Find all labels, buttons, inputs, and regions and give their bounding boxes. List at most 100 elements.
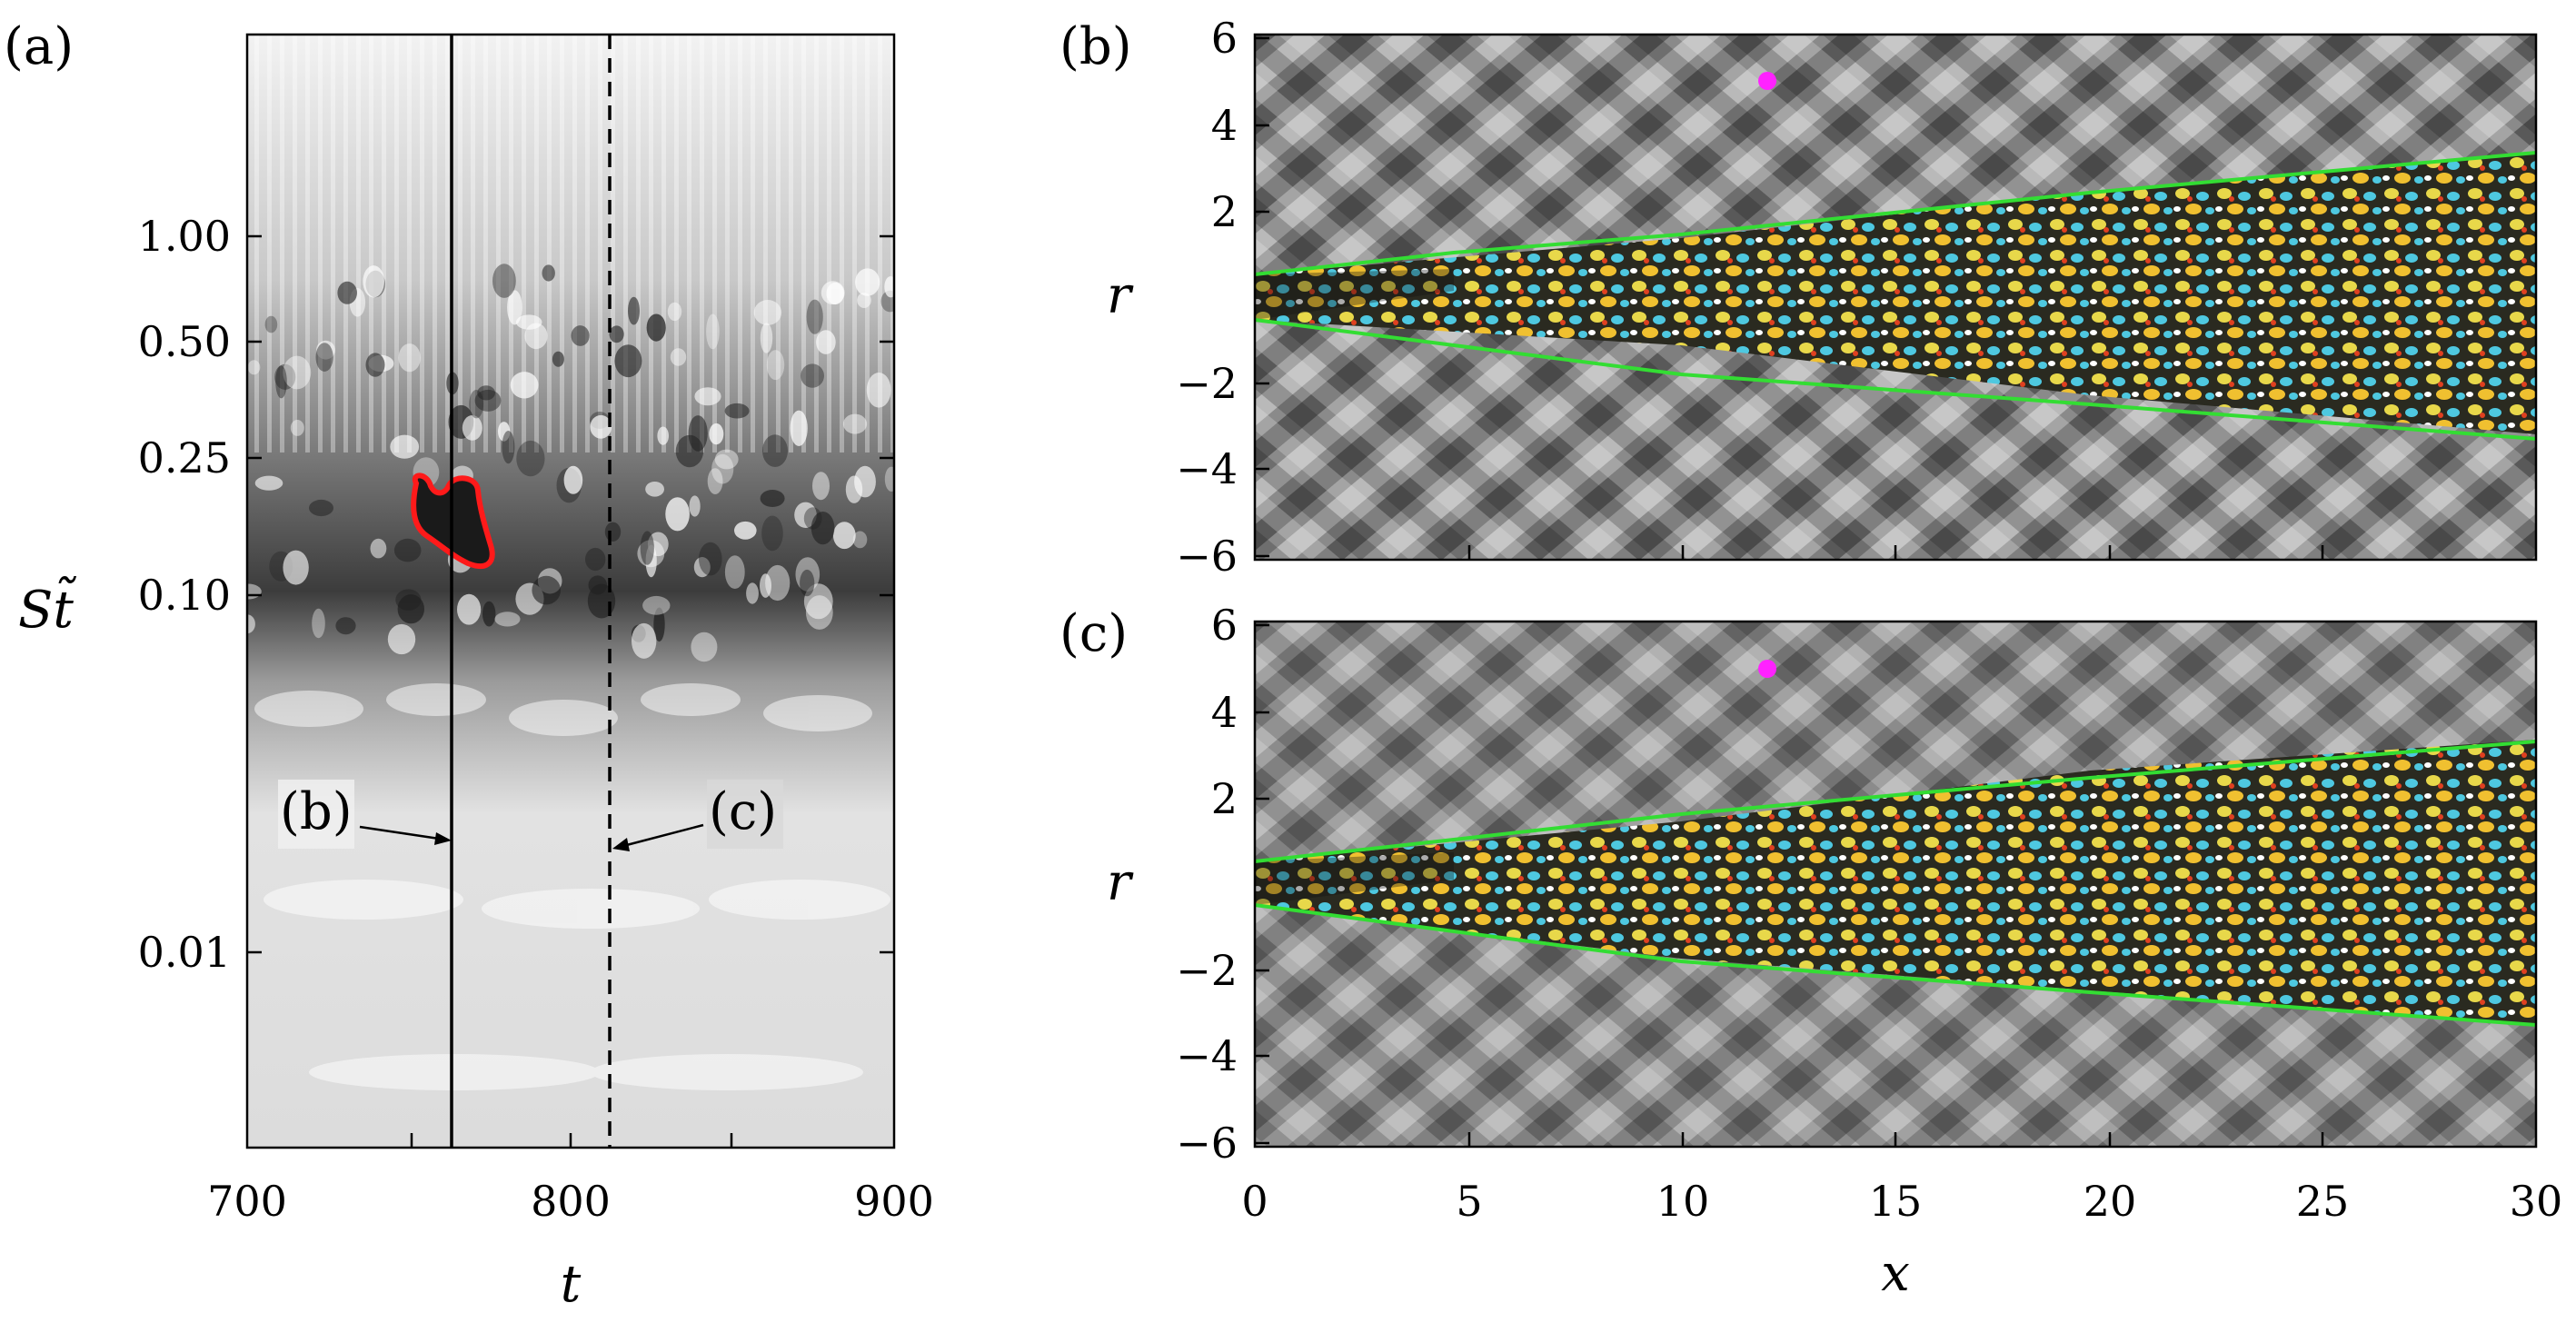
scalogram-spot xyxy=(642,595,671,615)
scalogram-spot xyxy=(653,607,665,642)
a-ytick-4: 0.10 xyxy=(138,571,231,620)
scalogram-spot xyxy=(510,372,539,399)
scalogram-spot xyxy=(393,538,422,562)
panel-c-field xyxy=(1255,622,2536,1147)
b-ytick-2: 4 xyxy=(1211,101,1238,150)
scalogram-spot xyxy=(665,497,690,532)
b-shear-line-upper xyxy=(1254,151,2537,276)
a-xtick-3: 900 xyxy=(854,1177,934,1226)
panel-b-field xyxy=(1255,35,2536,560)
scalogram-spot xyxy=(699,542,722,576)
scalogram-spot xyxy=(670,348,687,366)
scalogram-spot xyxy=(370,538,387,559)
scalogram-spot xyxy=(806,299,823,334)
scalogram-spot xyxy=(816,330,836,354)
scalogram-spot xyxy=(462,415,482,441)
scalogram-spot xyxy=(502,431,515,464)
c-ytick-5: −4 xyxy=(1176,1031,1238,1080)
scalogram-spot xyxy=(516,440,545,477)
b-ytick-1: 6 xyxy=(1211,14,1238,63)
c-xtick-5: 20 xyxy=(2084,1177,2137,1226)
scalogram-spot xyxy=(646,313,666,342)
scalogram-spot xyxy=(801,363,824,388)
scalogram-spot xyxy=(312,608,325,639)
scalogram-spot xyxy=(812,472,830,501)
scalogram-spot xyxy=(761,515,783,552)
a-xtick-2: 800 xyxy=(531,1177,611,1226)
scalogram-spot xyxy=(811,512,835,545)
b-ytick-4: −2 xyxy=(1176,359,1238,408)
scalogram-spot xyxy=(590,414,612,439)
panel-c: (c) 6 4 2 −2 −4 −6 0 5 10 xyxy=(1059,601,2562,1303)
scalogram-spot xyxy=(563,465,583,494)
marker-b-label: (b) xyxy=(280,782,353,841)
scalogram-spot xyxy=(283,355,312,390)
scalogram-spot xyxy=(274,363,296,390)
scalogram-spot xyxy=(645,544,657,578)
c-xtick-6: 25 xyxy=(2296,1177,2350,1226)
scalogram-spots xyxy=(247,264,894,662)
scalogram-spot xyxy=(315,343,333,372)
scalogram-spot xyxy=(571,325,590,346)
scalogram-spot xyxy=(734,521,757,540)
scalogram-spot xyxy=(337,281,358,304)
marker-c-label: (c) xyxy=(709,782,777,841)
b-shear-line-lower xyxy=(1254,318,2537,441)
scalogram-spot xyxy=(532,575,561,605)
b-ytick-3: 2 xyxy=(1211,187,1238,236)
scalogram-spot xyxy=(884,466,894,492)
scalogram-spot xyxy=(832,522,856,550)
c-ylabel: r xyxy=(1107,853,1134,912)
scalogram-spot xyxy=(477,385,495,401)
scalogram-spot xyxy=(264,315,278,333)
scalogram-spot xyxy=(765,564,791,602)
c-xtick-3: 10 xyxy=(1656,1177,1710,1226)
scalogram-spot xyxy=(585,547,606,572)
panel-b: (b) 6 4 2 −2 −4 −6 r xyxy=(1059,14,2538,581)
scalogram-spot xyxy=(709,423,724,445)
c-xtick-1: 0 xyxy=(1241,1177,1268,1226)
panel-a: (a) (b) (c) xyxy=(4,17,934,1314)
scalogram-spot xyxy=(760,490,785,507)
scalogram-spot xyxy=(657,426,669,445)
scalogram-spot xyxy=(852,531,868,549)
scalogram-spot xyxy=(494,612,521,627)
c-ytick-6: −6 xyxy=(1176,1119,1238,1168)
scalogram-spot xyxy=(884,276,894,298)
scalogram-spot xyxy=(689,495,701,517)
scalogram-spot xyxy=(316,340,335,360)
scalogram-spot xyxy=(707,468,723,494)
b-ytick-6: −6 xyxy=(1176,532,1238,581)
panel-a-label: (a) xyxy=(4,17,74,76)
b-ytick-5: −4 xyxy=(1176,444,1238,493)
scalogram-spot xyxy=(628,296,640,325)
c-shear-line-lower xyxy=(1254,903,2537,1027)
scalogram-spot xyxy=(691,632,718,662)
b-probe-point xyxy=(1758,72,1776,90)
scalogram-spot xyxy=(790,410,808,446)
c-shear-line-upper xyxy=(1254,740,2537,863)
scalogram-spot xyxy=(667,302,682,322)
a-ytick-3: 0.25 xyxy=(138,433,231,482)
c-xtick-7: 30 xyxy=(2510,1177,2563,1226)
a-ytick-2: 0.50 xyxy=(138,317,231,366)
a-ytick-1: 1.00 xyxy=(138,212,231,261)
scalogram-spot xyxy=(821,281,845,305)
a-xtick-1: 700 xyxy=(207,1177,287,1226)
scalogram-spot xyxy=(492,264,516,298)
scalogram-spot xyxy=(866,373,891,408)
scalogram-spot xyxy=(247,360,261,375)
scalogram-spot xyxy=(746,582,759,604)
scalogram-spot xyxy=(855,268,880,296)
scalogram-spot xyxy=(694,387,721,406)
scalogram-spot xyxy=(760,573,771,598)
scalogram-spot xyxy=(515,314,542,330)
scalogram-spot xyxy=(390,434,420,459)
scalogram-spot xyxy=(552,351,564,367)
scalogram-spot xyxy=(365,353,385,377)
scalogram-spot xyxy=(507,290,522,325)
c-ytick-4: −2 xyxy=(1176,946,1238,995)
scalogram-spot xyxy=(800,569,815,597)
c-xtick-4: 15 xyxy=(1869,1177,1923,1226)
